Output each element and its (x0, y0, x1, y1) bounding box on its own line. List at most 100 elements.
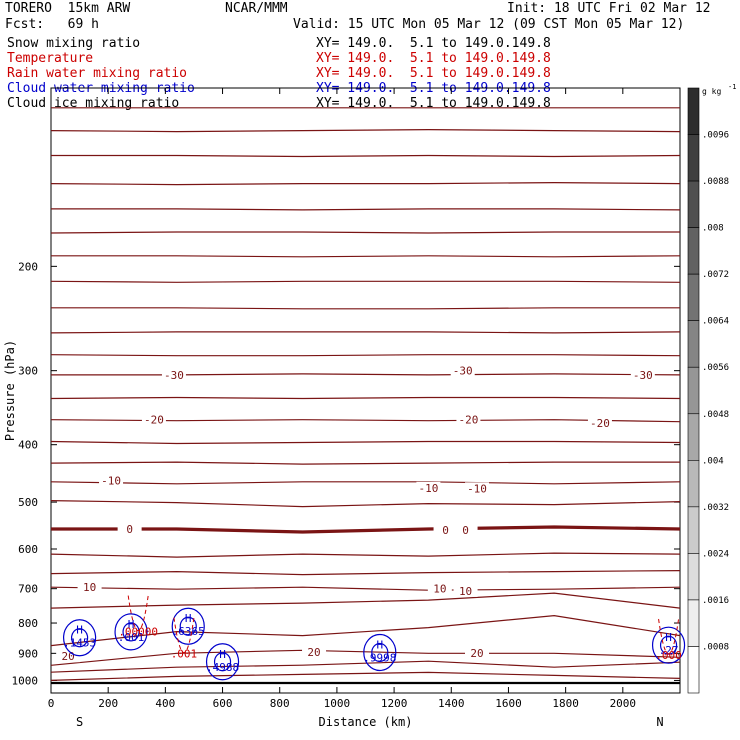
temperature-isotherm (50, 586, 681, 591)
x-tick-label: 800 (270, 697, 290, 710)
y-tick-label: 200 (18, 260, 38, 273)
plot-frame (50, 87, 681, 694)
temperature-label: 20 (62, 650, 75, 663)
cloud-water-max-value: .4988 (206, 661, 239, 674)
x-tick-label: 1800 (552, 697, 579, 710)
cloud-water-contour (205, 643, 240, 681)
init-time: Init: 18 UTC Fri 02 Mar 12 (507, 1, 711, 16)
temperature-label-bg (587, 417, 612, 430)
cloud-water-contour-inner (213, 652, 232, 672)
temperature-label-bg (302, 645, 327, 658)
x-tick-label: 1200 (381, 697, 408, 710)
temperature-label-bg (456, 413, 481, 426)
cloud-water-max-marker: H (76, 624, 83, 637)
cloud-water-max-marker: H (128, 618, 135, 631)
colorbar-tick-label: .0032 (702, 503, 729, 513)
temperature-label: -10 (101, 475, 121, 488)
colorbar-segment (687, 413, 700, 461)
colorbar-unit-exponent: -1 (728, 83, 736, 91)
valid-time: Valid: 15 UTC Mon 05 Mar 12 (09 CST Mon … (293, 17, 685, 32)
y-tick-label: 600 (18, 543, 38, 556)
temperature-isotherm (50, 500, 681, 508)
temperature-isotherm (51, 307, 680, 310)
rain-water-contour (658, 618, 680, 655)
colorbar-segment (687, 87, 700, 135)
x-tick-label: 1000 (324, 697, 351, 710)
temperature-isotherm (50, 552, 681, 558)
cloud-water-contour (171, 607, 205, 645)
rain-water-contour (173, 617, 195, 653)
cloud-water-max-value: .27 (659, 644, 679, 657)
colorbar-segment (687, 320, 700, 368)
temperature-isotherm (50, 570, 681, 576)
cloud-water-max-marker: H (665, 631, 672, 644)
temperature-label-bg (77, 581, 102, 594)
temperature-isotherm (50, 671, 681, 681)
cloud-water-max-marker: H (185, 612, 192, 625)
x-end-label-south: S (76, 715, 83, 729)
temperature-isotherm (50, 461, 680, 465)
colorbar-tick-label: .0048 (702, 410, 729, 420)
colorbar-tick-label: .008 (702, 224, 724, 234)
colorbar-tick-label: .0088 (702, 177, 729, 187)
x-tick-label: 400 (155, 697, 175, 710)
temperature-isotherm (50, 440, 681, 445)
temperature-isotherm (50, 331, 681, 334)
temperature-label-bg (453, 584, 478, 597)
colorbar-segment (687, 460, 700, 508)
temperature-label: 10 (459, 585, 472, 598)
temperature-isotherm (51, 373, 681, 376)
rain-water-label: .00000 (118, 626, 158, 639)
temperature-label-bg (465, 482, 490, 495)
colorbar-segment (687, 134, 700, 182)
temperature-label-bg (450, 364, 475, 377)
colorbar-segment (687, 646, 700, 694)
temperature-isotherm (50, 181, 681, 186)
temperature-label: 10 (433, 582, 446, 595)
x-tick-label: 1400 (438, 697, 465, 710)
cloud-water-contour-inner (179, 616, 197, 636)
temperature-label-bg (99, 474, 124, 487)
y-tick-label: 400 (18, 439, 38, 452)
temperature-isotherm (50, 128, 681, 133)
colorbar-tick-label: .0024 (702, 549, 729, 559)
cloud-water-contour (651, 626, 686, 664)
colorbar-segment (687, 506, 700, 554)
temperature-label: -20 (144, 414, 164, 427)
colorbar-tick-label: .0056 (702, 363, 729, 373)
temperature-isotherm (51, 208, 681, 211)
cloud-water-max-marker: H (219, 648, 226, 661)
temperature-label: 0 (126, 523, 133, 536)
colorbar-tick-label: .0096 (702, 131, 729, 141)
cloud-water-max-value: .001 (118, 631, 145, 644)
colorbar-tick-label: .0008 (702, 642, 729, 652)
temperature-isotherm (51, 525, 681, 534)
temperature-label-bg (453, 523, 478, 536)
field-xy-temperature: XY= 149.0. 5.1 to 149.0.149.8 (316, 51, 551, 66)
temperature-label: 20 (307, 646, 320, 659)
x-end-label-north: N (656, 715, 663, 729)
colorbar-segment (687, 227, 700, 275)
colorbar-segment (687, 599, 700, 647)
y-axis-label: Pressure (hPa) (3, 340, 17, 441)
y-tick-label: 1000 (12, 674, 39, 687)
temperature-isotherm (50, 592, 681, 609)
cloud-water-contour (62, 619, 97, 657)
forecast-hour: Fcst: 69 h (5, 17, 99, 32)
colorbar-tick-label: .0016 (702, 596, 729, 606)
cloud-water-max-marker: H (376, 638, 383, 651)
cloud-water-max-value: .9998 (363, 651, 396, 664)
temperature-isotherm (50, 649, 681, 666)
rain-water-label: .000 (655, 649, 682, 662)
temperature-isotherm (50, 354, 681, 357)
colorbar-tick-label: .0072 (702, 270, 729, 280)
rain-water-label: .001 (171, 648, 198, 661)
x-axis-label: Distance (km) (319, 715, 413, 729)
temperature-isotherm (50, 280, 681, 283)
cloud-water-contour-inner (70, 628, 89, 648)
field-xy-rain: XY= 149.0. 5.1 to 149.0.149.8 (316, 66, 551, 81)
x-tick-label: 200 (98, 697, 118, 710)
x-tick-label: 2000 (610, 697, 637, 710)
cloud-water-contour (114, 613, 148, 651)
temperature-isotherm (50, 396, 681, 400)
